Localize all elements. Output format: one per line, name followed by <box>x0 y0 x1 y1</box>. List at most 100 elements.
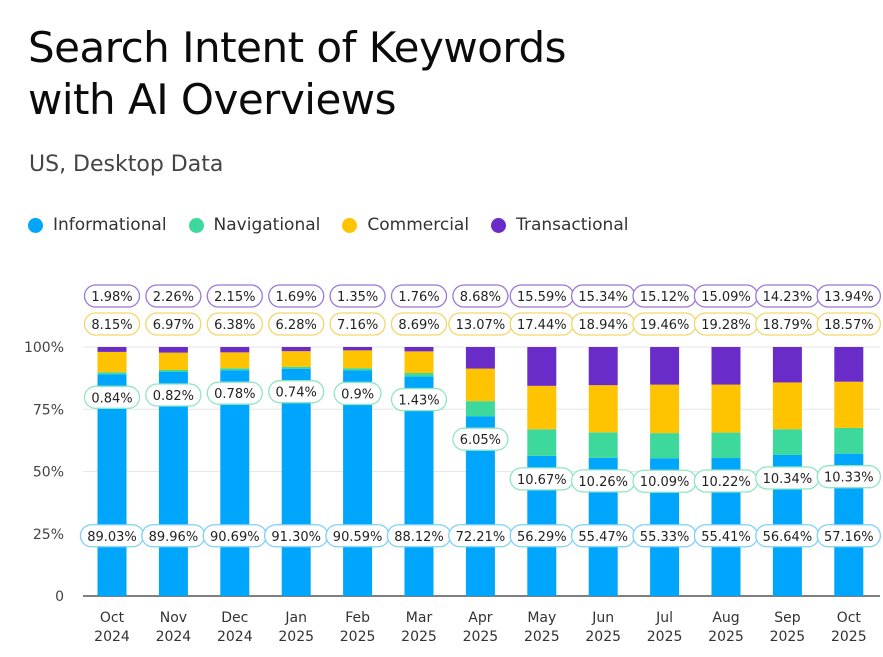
bar-segment-navigational <box>650 433 680 459</box>
data-label-transactional: 8.68% <box>460 290 501 305</box>
data-label-transactional-pill <box>390 284 448 308</box>
data-label-transactional: 14.23% <box>763 290 813 305</box>
data-label-commercial-pill <box>390 312 448 336</box>
data-label-transactional: 15.12% <box>640 290 690 305</box>
bar-segment-navigational <box>527 429 557 456</box>
data-label-informational: 89.03% <box>87 530 137 545</box>
bar-segment-commercial <box>220 352 250 369</box>
bar-segment-navigational <box>97 372 127 375</box>
bar-segment-transactional <box>465 347 495 369</box>
data-label-informational: 55.47% <box>578 530 628 545</box>
data-label-transactional: 15.34% <box>578 290 628 305</box>
bar-segment-commercial <box>834 381 864 428</box>
x-tick-label-year: 2025 <box>708 629 744 645</box>
bar-segment-transactional <box>650 347 680 385</box>
data-label-navigational-pill <box>816 465 882 489</box>
bar-segment-commercial <box>281 351 311 367</box>
legend-item-commercial: Commercial <box>342 215 469 235</box>
data-label-informational: 55.41% <box>701 530 751 545</box>
data-label-transactional: 13.94% <box>824 290 874 305</box>
data-label-informational-pill <box>816 524 882 548</box>
legend-item-navigational: Navigational <box>188 215 321 235</box>
bar-segment-navigational <box>711 432 741 459</box>
bar-segment-navigational <box>220 368 250 371</box>
data-label-navigational: 1.43% <box>398 394 439 409</box>
bar-segment-navigational <box>281 366 311 369</box>
bar-segment-transactional <box>527 347 557 386</box>
bar-segment-commercial <box>158 352 188 370</box>
data-label-transactional: 2.15% <box>214 290 255 305</box>
data-label-commercial: 17.44% <box>517 318 567 333</box>
data-label-navigational-pill <box>206 381 263 405</box>
data-label-navigational: 0.74% <box>276 386 317 401</box>
data-label-commercial: 6.97% <box>153 318 194 333</box>
data-label-informational: 72.21% <box>456 530 506 545</box>
legend-label: Informational <box>53 215 167 235</box>
x-tick-label-year: 2025 <box>278 629 314 645</box>
data-label-transactional-pill <box>452 284 509 308</box>
data-label-transactional-pill <box>206 284 263 308</box>
x-tick-label-month: Jul <box>655 610 673 626</box>
data-label-commercial: 7.16% <box>337 318 378 333</box>
data-label-transactional-pill <box>816 284 882 308</box>
x-tick-label-month: Nov <box>160 610 187 626</box>
data-label-commercial: 18.94% <box>578 318 628 333</box>
data-label-commercial-pill <box>206 312 263 336</box>
data-label-transactional: 1.69% <box>276 290 317 305</box>
data-label-commercial: 18.79% <box>763 318 813 333</box>
data-label-transactional: 1.98% <box>91 290 132 305</box>
data-label-navigational: 0.9% <box>341 387 374 402</box>
x-tick-label-month: Oct <box>837 610 862 626</box>
data-label-navigational-pill <box>452 427 509 451</box>
data-label-commercial: 19.46% <box>640 318 690 333</box>
data-label-navigational-pill <box>145 383 202 407</box>
y-tick-label: 50% <box>33 465 64 481</box>
data-label-navigational: 0.84% <box>91 391 132 406</box>
data-label-navigational: 10.67% <box>517 473 567 488</box>
data-label-commercial-pill <box>816 312 882 336</box>
x-tick-label-month: May <box>527 610 556 626</box>
data-label-informational: 90.69% <box>210 530 260 545</box>
legend-label: Transactional <box>516 215 629 235</box>
y-tick-label: 100% <box>24 340 64 356</box>
data-label-transactional-pill <box>268 284 325 308</box>
bar-segment-transactional <box>404 347 434 352</box>
x-tick-label-month: Jan <box>284 610 307 626</box>
data-label-navigational: 10.34% <box>763 472 813 487</box>
x-tick-label-month: Mar <box>406 610 433 626</box>
legend-swatch <box>28 217 43 233</box>
bar-segment-commercial <box>772 382 802 430</box>
legend-label: Navigational <box>213 215 321 235</box>
x-tick-label-month: Sep <box>774 610 801 626</box>
data-label-informational: 89.96% <box>149 530 199 545</box>
bar-segment-commercial <box>343 350 373 369</box>
x-tick-label-year: 2024 <box>94 629 130 645</box>
data-label-commercial: 13.07% <box>456 318 506 333</box>
bar-segment-commercial <box>97 351 127 373</box>
bar-segment-transactional <box>772 347 802 383</box>
legend-label: Commercial <box>367 215 470 235</box>
bar-segment-transactional <box>97 347 127 352</box>
bar-segment-navigational <box>158 369 188 372</box>
bar-segment-informational <box>404 376 434 596</box>
data-label-navigational: 6.05% <box>460 433 501 448</box>
x-tick-label-year: 2024 <box>156 629 192 645</box>
data-label-transactional-pill <box>329 284 386 308</box>
data-label-navigational: 0.82% <box>153 389 194 404</box>
bar-segment-informational <box>97 374 127 596</box>
bar-segment-commercial <box>588 385 618 433</box>
bar-segment-navigational <box>404 373 434 377</box>
x-tick-label-month: Feb <box>345 610 370 626</box>
bar-segment-navigational <box>465 401 495 417</box>
data-label-navigational-pill <box>390 387 448 412</box>
legend-item-informational: Informational <box>28 215 167 235</box>
y-tick-label: 75% <box>33 402 64 418</box>
x-tick-label-month: Dec <box>221 610 248 626</box>
data-label-commercial: 8.15% <box>91 318 132 333</box>
data-label-commercial: 8.69% <box>398 318 439 333</box>
x-tick-label-month: Aug <box>712 610 739 626</box>
bar-segment-transactional <box>834 347 864 382</box>
data-label-navigational-pill <box>268 380 325 404</box>
bar-segment-commercial <box>404 351 434 374</box>
data-label-informational: 57.16% <box>824 530 874 545</box>
